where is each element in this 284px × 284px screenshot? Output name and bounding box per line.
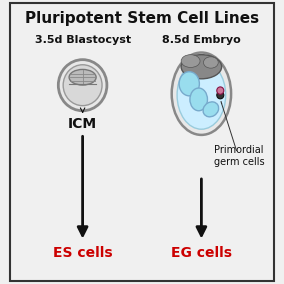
Text: Primordial
germ cells: Primordial germ cells: [214, 145, 264, 167]
Text: ICM: ICM: [68, 116, 97, 131]
Ellipse shape: [179, 72, 199, 96]
Ellipse shape: [69, 70, 96, 85]
Circle shape: [217, 87, 224, 94]
Text: 8.5d Embryo: 8.5d Embryo: [162, 35, 241, 45]
Ellipse shape: [203, 57, 218, 68]
Ellipse shape: [181, 55, 200, 68]
Text: 3.5d Blastocyst: 3.5d Blastocyst: [35, 35, 131, 45]
Ellipse shape: [172, 53, 231, 135]
Text: EG cells: EG cells: [171, 246, 232, 260]
Circle shape: [217, 91, 224, 99]
Ellipse shape: [181, 55, 222, 79]
Text: Pluripotent Stem Cell Lines: Pluripotent Stem Cell Lines: [25, 11, 259, 26]
Circle shape: [58, 60, 107, 111]
Circle shape: [63, 65, 102, 106]
Ellipse shape: [177, 61, 226, 129]
Text: ES cells: ES cells: [53, 246, 112, 260]
Ellipse shape: [203, 102, 219, 117]
Ellipse shape: [190, 88, 208, 111]
